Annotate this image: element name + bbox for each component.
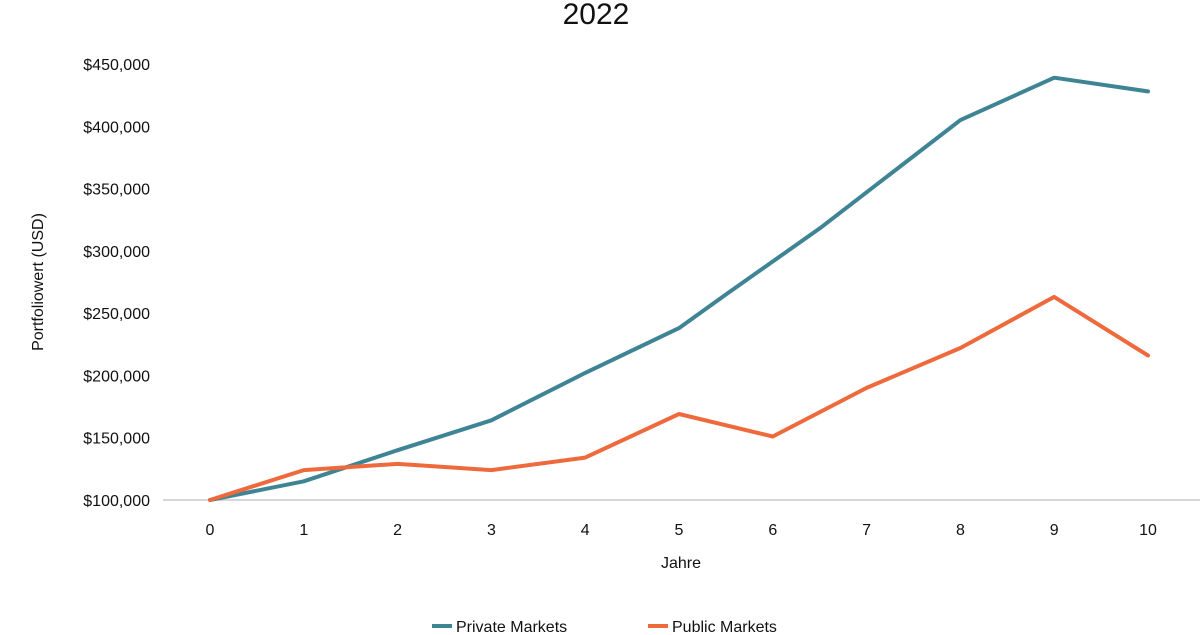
legend-label: Public Markets — [672, 619, 777, 635]
x-axis-label: Jahre — [661, 555, 701, 572]
x-axis-ticks: 0 1 2 3 4 5 6 7 8 9 10 — [206, 522, 1157, 539]
y-tick-label: $300,000 — [83, 244, 150, 261]
y-tick-label: $450,000 — [83, 57, 150, 74]
y-axis-label: Portfoliowert (USD) — [30, 213, 47, 351]
y-tick-label: $200,000 — [83, 368, 150, 385]
x-tick-label: 6 — [768, 522, 777, 539]
series-line-public-markets — [208, 294, 1150, 502]
chart-title: 2022 — [563, 0, 630, 31]
x-tick-label: 7 — [862, 522, 871, 539]
y-tick-label: $350,000 — [83, 182, 150, 199]
x-tick-label: 8 — [956, 522, 965, 539]
x-tick-label: 1 — [299, 522, 308, 539]
x-tick-label: 3 — [487, 522, 496, 539]
series-group — [208, 75, 1150, 502]
x-tick-label: 9 — [1050, 522, 1059, 539]
y-axis-ticks: $100,000 $150,000 $200,000 $250,000 $300,000… — [83, 57, 150, 510]
y-tick-label: $250,000 — [83, 306, 150, 323]
legend: Private Markets Public Markets — [432, 619, 777, 635]
y-tick-label: $100,000 — [83, 493, 150, 510]
x-tick-label: 2 — [393, 522, 402, 539]
x-tick-label: 5 — [675, 522, 684, 539]
x-tick-label: 0 — [206, 522, 215, 539]
y-tick-label: $400,000 — [83, 119, 150, 136]
legend-label: Private Markets — [456, 619, 567, 635]
y-tick-label: $150,000 — [83, 431, 150, 448]
x-tick-label: 4 — [581, 522, 590, 539]
x-tick-label: 10 — [1139, 522, 1157, 539]
series-line-private-markets — [208, 75, 1150, 502]
